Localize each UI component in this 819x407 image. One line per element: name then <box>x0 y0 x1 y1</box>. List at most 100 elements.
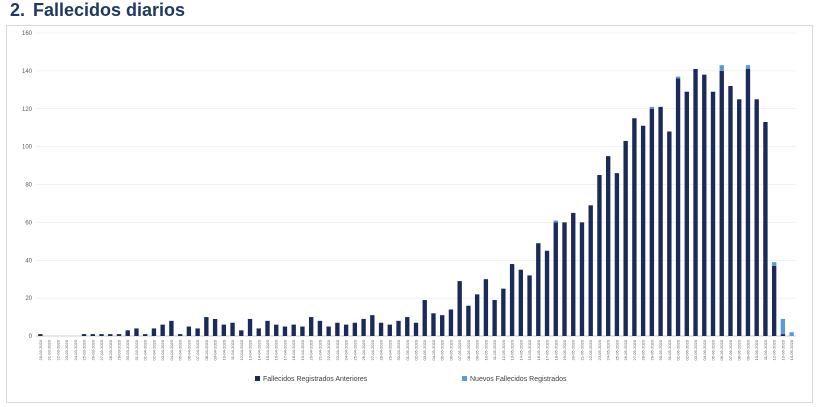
x-tick-label: 26-05-2020 <box>623 339 628 360</box>
y-tick-label: 140 <box>22 69 33 75</box>
x-tick-label: 10-05-2020 <box>483 339 488 360</box>
x-tick-label: 17-04-2020 <box>282 339 287 360</box>
bar-anteriores <box>326 326 331 336</box>
x-tick-label: 20-03-2020 <box>38 339 43 360</box>
bar-nuevos <box>789 332 794 336</box>
bar-anteriores <box>737 99 742 336</box>
x-tick-label: 13-04-2020 <box>248 339 253 360</box>
bar-anteriores <box>99 334 104 336</box>
x-tick-label: 04-06-2020 <box>702 339 707 360</box>
y-tick-label: 120 <box>22 107 33 113</box>
bar-anteriores <box>509 264 515 336</box>
bar-anteriores <box>177 334 183 336</box>
bar-anteriores <box>780 334 786 336</box>
bar-anteriores <box>527 275 532 336</box>
x-tick-label: 25-04-2020 <box>352 339 357 360</box>
x-tick-label: 09-04-2020 <box>213 339 218 360</box>
x-tick-label: 01-05-2020 <box>405 339 410 360</box>
y-tick-label: 0 <box>29 334 33 340</box>
bar-anteriores <box>108 334 113 336</box>
bar-anteriores <box>763 122 768 336</box>
x-tick-label: 12-05-2020 <box>501 339 506 360</box>
bar-anteriores <box>186 326 192 336</box>
y-tick-label: 160 <box>22 31 33 37</box>
bar-anteriores <box>300 326 305 336</box>
bar-anteriores <box>405 317 410 336</box>
x-tick-label: 02-04-2020 <box>151 339 156 360</box>
bar-anteriores <box>440 315 445 336</box>
bar-anteriores <box>352 322 358 336</box>
bar-anteriores <box>632 118 637 336</box>
bar-anteriores <box>387 324 392 336</box>
gridlines <box>36 32 796 337</box>
x-tick-label: 06-04-2020 <box>186 339 191 360</box>
bar-anteriores <box>571 212 576 336</box>
x-tick-label: 07-04-2020 <box>195 339 200 360</box>
x-tick-label: 24-03-2020 <box>73 339 78 360</box>
bar-anteriores <box>116 334 122 336</box>
bar-anteriores <box>134 328 139 336</box>
x-tick-label: 14-05-2020 <box>518 339 523 360</box>
bar-anteriores <box>544 250 550 336</box>
bar-anteriores <box>378 322 384 336</box>
bar-anteriores <box>501 288 506 336</box>
x-tick-label: 04-05-2020 <box>431 339 436 360</box>
x-tick-label: 20-04-2020 <box>309 339 314 360</box>
x-tick-label: 28-05-2020 <box>641 339 646 360</box>
x-tick-label: 08-04-2020 <box>204 339 209 360</box>
bar-anteriores <box>335 322 340 336</box>
x-tick-label: 26-03-2020 <box>90 339 95 360</box>
y-tick-label: 60 <box>25 220 32 226</box>
x-tick-label: 29-05-2020 <box>649 339 654 360</box>
x-tick-label: 29-04-2020 <box>387 339 392 360</box>
x-tick-label: 16-05-2020 <box>536 339 541 360</box>
bar-anteriores <box>474 294 480 336</box>
x-tick-label: 30-04-2020 <box>396 339 401 360</box>
x-tick-label: 05-06-2020 <box>711 339 716 360</box>
section-title: Fallecidos diarios <box>33 0 186 20</box>
bar-anteriores <box>38 334 43 336</box>
bar-anteriores <box>588 205 593 336</box>
y-tick-label: 40 <box>25 258 32 264</box>
bar-anteriores <box>702 74 707 336</box>
x-tick-label: 10-04-2020 <box>221 339 226 360</box>
bar-anteriores <box>204 317 209 336</box>
bar-anteriores <box>343 324 349 336</box>
x-tick-label: 02-05-2020 <box>414 339 419 360</box>
bar-anteriores <box>536 243 541 336</box>
x-tick-label: 15-04-2020 <box>265 339 270 360</box>
legend-swatch-nuevos <box>462 376 467 381</box>
bar-anteriores <box>274 324 279 336</box>
bar-anteriores <box>667 131 672 336</box>
x-tick-label: 14-04-2020 <box>256 339 261 360</box>
x-tick-label: 21-04-2020 <box>317 339 322 360</box>
bar-anteriores <box>649 108 655 336</box>
bar-nuevos <box>771 262 777 266</box>
x-tick-label: 26-04-2020 <box>361 339 366 360</box>
bar-anteriores <box>457 281 462 336</box>
bar-anteriores <box>291 324 296 336</box>
x-tick-label: 20-05-2020 <box>571 339 576 360</box>
bar-anteriores <box>745 68 751 336</box>
bar-anteriores <box>221 324 226 336</box>
x-tick-label: 11-05-2020 <box>492 339 497 360</box>
x-tick-label: 24-04-2020 <box>344 339 349 360</box>
x-tick-label: 21-03-2020 <box>47 339 52 360</box>
bar-anteriores <box>317 320 323 336</box>
x-tick-label: 03-06-2020 <box>693 339 698 360</box>
x-tick-label: 10-06-2020 <box>754 339 759 360</box>
bar-anteriores <box>640 125 646 336</box>
x-tick-label: 18-05-2020 <box>553 339 558 360</box>
bar-anteriores <box>230 322 235 336</box>
x-tick-label: 03-04-2020 <box>160 339 165 360</box>
bar-anteriores <box>422 300 427 336</box>
x-tick-label: 29-03-2020 <box>116 339 121 360</box>
y-tick-label: 80 <box>25 183 32 189</box>
x-tick-label: 03-05-2020 <box>422 339 427 360</box>
bar-nuevos <box>675 76 681 79</box>
x-tick-label: 25-05-2020 <box>614 339 619 360</box>
bar-anteriores <box>771 265 777 336</box>
x-tick-label: 11-04-2020 <box>230 339 235 360</box>
x-tick-label: 06-06-2020 <box>719 339 724 360</box>
x-tick-label: 28-03-2020 <box>108 339 113 360</box>
